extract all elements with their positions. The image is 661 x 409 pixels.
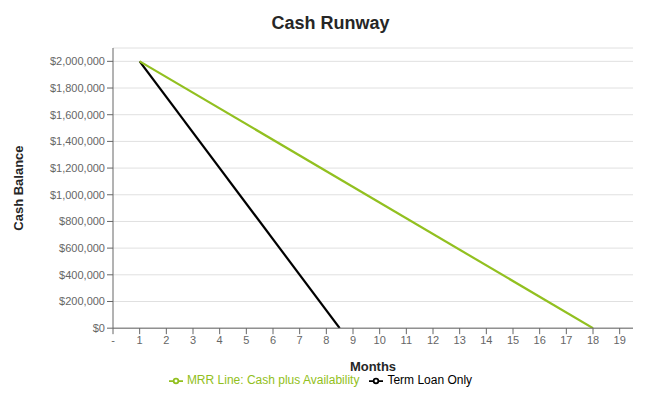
svg-text:$1,600,000: $1,600,000 <box>50 109 105 121</box>
svg-text:15: 15 <box>507 334 519 346</box>
html-text:MRR Line: Cash plus Availabili: MRR Line: Cash plus Availability <box>186 373 360 388</box>
svg-text:11: 11 <box>401 334 412 346</box>
svg-text:18: 18 <box>587 334 599 346</box>
svg-text:10: 10 <box>374 334 386 346</box>
svg-text:Months: Months <box>350 359 396 374</box>
svg-text:$1,800,000: $1,800,000 <box>50 82 105 94</box>
svg-text:$1,000,000: $1,000,000 <box>50 189 105 201</box>
svg-text:$400,000: $400,000 <box>59 269 105 281</box>
html-text:Term Loan Only: Term Loan Only <box>387 373 473 388</box>
svg-text:8: 8 <box>323 334 329 346</box>
svg-text:3: 3 <box>190 334 196 346</box>
svg-text:13: 13 <box>454 334 466 346</box>
svg-text:7: 7 <box>297 334 303 346</box>
svg-text:16: 16 <box>534 334 546 346</box>
svg-text:$2,000,000: $2,000,000 <box>50 55 105 67</box>
svg-text:1: 1 <box>137 334 143 346</box>
svg-text:17: 17 <box>560 334 572 346</box>
svg-text:12: 12 <box>427 334 439 346</box>
svg-text:$600,000: $600,000 <box>59 242 105 254</box>
svg-text:$1,400,000: $1,400,000 <box>50 135 105 147</box>
svg-text:$0: $0 <box>93 322 105 334</box>
svg-text:9: 9 <box>350 334 356 346</box>
svg-text:$200,000: $200,000 <box>59 295 105 307</box>
svg-text:14: 14 <box>480 334 492 346</box>
svg-text:$1,200,000: $1,200,000 <box>50 162 105 174</box>
svg-text:2: 2 <box>163 334 169 346</box>
svg-text:19: 19 <box>614 334 626 346</box>
html-text:Cash Runway: Cash Runway <box>271 13 390 33</box>
svg-text:5: 5 <box>243 334 249 346</box>
svg-text:Cash Balance: Cash Balance <box>11 145 26 230</box>
svg-text:4: 4 <box>217 334 223 346</box>
svg-text:$800,000: $800,000 <box>59 215 105 227</box>
svg-text:-: - <box>111 334 115 346</box>
svg-text:6: 6 <box>270 334 276 346</box>
